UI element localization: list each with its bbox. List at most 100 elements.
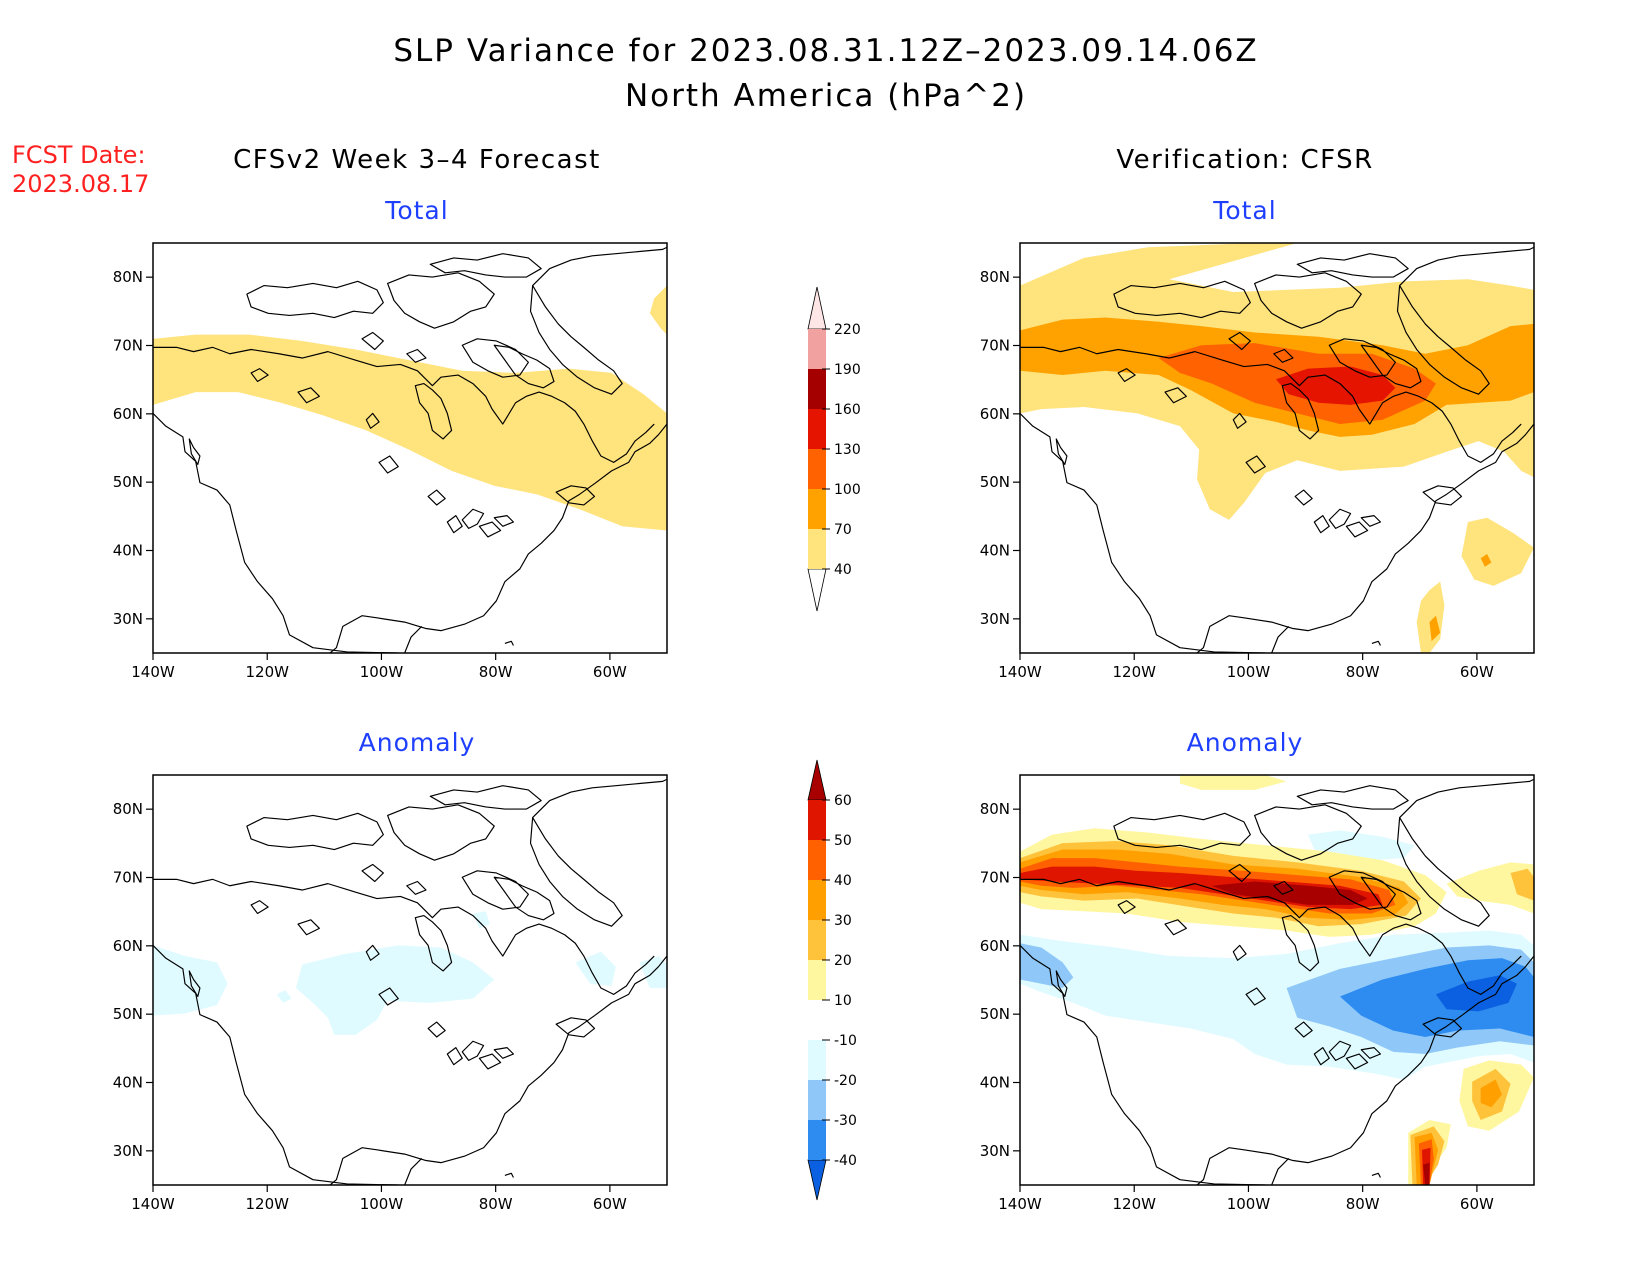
shade-40-70 bbox=[153, 334, 667, 531]
lat-tick-label: 40N bbox=[980, 542, 1010, 560]
colorbar-level-label: 190 bbox=[834, 362, 861, 378]
colorbar-segment bbox=[808, 1000, 826, 1040]
map-frame bbox=[1019, 242, 1535, 654]
lat-tick-label: 40N bbox=[113, 1074, 143, 1092]
shade-neg10-neg20 bbox=[276, 990, 292, 1003]
map-frame bbox=[1019, 774, 1535, 1186]
colorbar-segment bbox=[808, 1080, 826, 1120]
panel-title: Total bbox=[384, 196, 448, 225]
colorbar-level-label: -30 bbox=[834, 1113, 857, 1129]
lat-tick-label: 50N bbox=[113, 1005, 143, 1023]
lat-tick-label: 80N bbox=[113, 268, 143, 286]
lon-tick-label: 60W bbox=[593, 1195, 627, 1213]
map-forecast-total bbox=[153, 243, 667, 653]
colorbar-level-label: 10 bbox=[834, 993, 852, 1009]
colorbar-segment bbox=[808, 800, 826, 840]
colorbar-level-label: 130 bbox=[834, 442, 861, 458]
shade-neg30-neg40 bbox=[1339, 958, 1534, 1037]
colorbar-segment bbox=[808, 920, 826, 960]
lat-tick-label: 70N bbox=[113, 869, 143, 887]
lat-tick-label: 50N bbox=[980, 473, 1010, 491]
map-frame bbox=[152, 774, 668, 1186]
lon-tick-label: 120W bbox=[1112, 663, 1156, 681]
lon-tick-label: 120W bbox=[1112, 1195, 1156, 1213]
colorbar-level-label: 20 bbox=[834, 953, 852, 969]
colorbar-segment bbox=[808, 409, 826, 449]
lat-tick-label: 30N bbox=[980, 610, 1010, 628]
fcst-date-label: FCST Date: bbox=[12, 141, 146, 169]
fcst-date-value: 2023.08.17 bbox=[12, 170, 149, 198]
lat-tick-label: 40N bbox=[113, 542, 143, 560]
colorbar-segment bbox=[808, 960, 826, 1000]
lat-tick-label: 80N bbox=[980, 800, 1010, 818]
colorbar-level-label: 100 bbox=[834, 482, 861, 498]
lat-tick-label: 80N bbox=[113, 800, 143, 818]
panel-forecast-total: Total bbox=[152, 196, 668, 654]
shade-above-60 bbox=[1211, 881, 1368, 905]
shade-neg10-neg20 bbox=[472, 911, 490, 929]
lat-tick-label: 30N bbox=[113, 610, 143, 628]
shade-40-70 bbox=[649, 285, 667, 335]
colorbar-level-label: 220 bbox=[834, 322, 861, 338]
lon-tick-label: 80W bbox=[1346, 1195, 1380, 1213]
colorbar-level-label: 30 bbox=[834, 913, 852, 929]
lon-tick-label: 140W bbox=[131, 663, 175, 681]
lat-tick-label: 70N bbox=[980, 869, 1010, 887]
panel-verification-total: Total bbox=[1019, 196, 1535, 654]
shade-below-neg40 bbox=[1435, 975, 1517, 1012]
shade-40-70 bbox=[1461, 517, 1534, 586]
lat-tick-label: 80N bbox=[980, 268, 1010, 286]
shade-neg10-neg20 bbox=[295, 945, 495, 1035]
lat-tick-label: 30N bbox=[980, 1142, 1010, 1160]
map-frame bbox=[152, 242, 668, 654]
colorbar-level-label: 50 bbox=[834, 833, 852, 849]
lat-tick-label: 70N bbox=[113, 337, 143, 355]
colorbar-segment bbox=[808, 489, 826, 529]
panel-title: Total bbox=[1212, 196, 1276, 225]
lat-tick-label: 60N bbox=[980, 405, 1010, 423]
panel-title: Anomaly bbox=[359, 728, 476, 757]
panel-verification-anomaly: Anomaly bbox=[1019, 728, 1535, 1186]
colorbar-segment bbox=[808, 329, 826, 369]
colorbar-extend-low bbox=[807, 1159, 827, 1201]
axis-ticks: 140W 120W 100W 80W 60W 30N 40N 50N 60N 70N 80N 140W… bbox=[113, 268, 1494, 1213]
lon-tick-label: 80W bbox=[479, 1195, 513, 1213]
colorbar-segment bbox=[808, 880, 826, 920]
colorbar-level-label: 160 bbox=[834, 402, 861, 418]
lon-tick-label: 140W bbox=[131, 1195, 175, 1213]
colorbar-level-label: -40 bbox=[834, 1153, 857, 1169]
lon-tick-label: 60W bbox=[1460, 663, 1494, 681]
shade-130-160 bbox=[1275, 366, 1396, 405]
lat-tick-label: 60N bbox=[113, 405, 143, 423]
colorbar-total: 40 70 100 130 160 190 220 bbox=[807, 286, 861, 612]
lon-tick-label: 120W bbox=[245, 663, 289, 681]
colorbar-segment bbox=[808, 449, 826, 489]
colorbar-anomaly: -40 -30 -20 -10 10 20 30 40 50 60 bbox=[807, 759, 857, 1201]
lat-tick-label: 60N bbox=[113, 937, 143, 955]
colorbar-segment bbox=[808, 840, 826, 880]
lat-tick-label: 50N bbox=[980, 1005, 1010, 1023]
figure-title: SLP Variance for 2023.08.31.12Z–2023.09.… bbox=[393, 33, 1258, 69]
lon-tick-label: 100W bbox=[360, 663, 404, 681]
shade-neg20-neg30 bbox=[1020, 943, 1074, 988]
lon-tick-label: 100W bbox=[360, 1195, 404, 1213]
lat-tick-label: 50N bbox=[113, 473, 143, 491]
colorbar-extend-high bbox=[807, 759, 827, 801]
shade-70-100 bbox=[1429, 615, 1441, 642]
lon-tick-label: 100W bbox=[1227, 1195, 1271, 1213]
shade-above-60 bbox=[1423, 1162, 1430, 1185]
colorbar-level-label: -10 bbox=[834, 1033, 857, 1049]
lon-tick-label: 60W bbox=[1460, 1195, 1494, 1213]
lat-tick-label: 70N bbox=[980, 337, 1010, 355]
right-column-title: Verification: CFSR bbox=[1116, 145, 1373, 175]
shade-20-30 bbox=[1510, 868, 1534, 901]
figure-subtitle: North America (hPa^2) bbox=[625, 78, 1027, 114]
colorbar-level-label: -20 bbox=[834, 1073, 857, 1089]
lon-tick-label: 80W bbox=[1346, 663, 1380, 681]
colorbar-segment bbox=[808, 1120, 826, 1160]
colorbar-level-label: 70 bbox=[834, 522, 852, 538]
colorbar-extend-high bbox=[807, 286, 827, 330]
lon-tick-label: 80W bbox=[479, 663, 513, 681]
colorbar-level-label: 40 bbox=[834, 873, 852, 889]
